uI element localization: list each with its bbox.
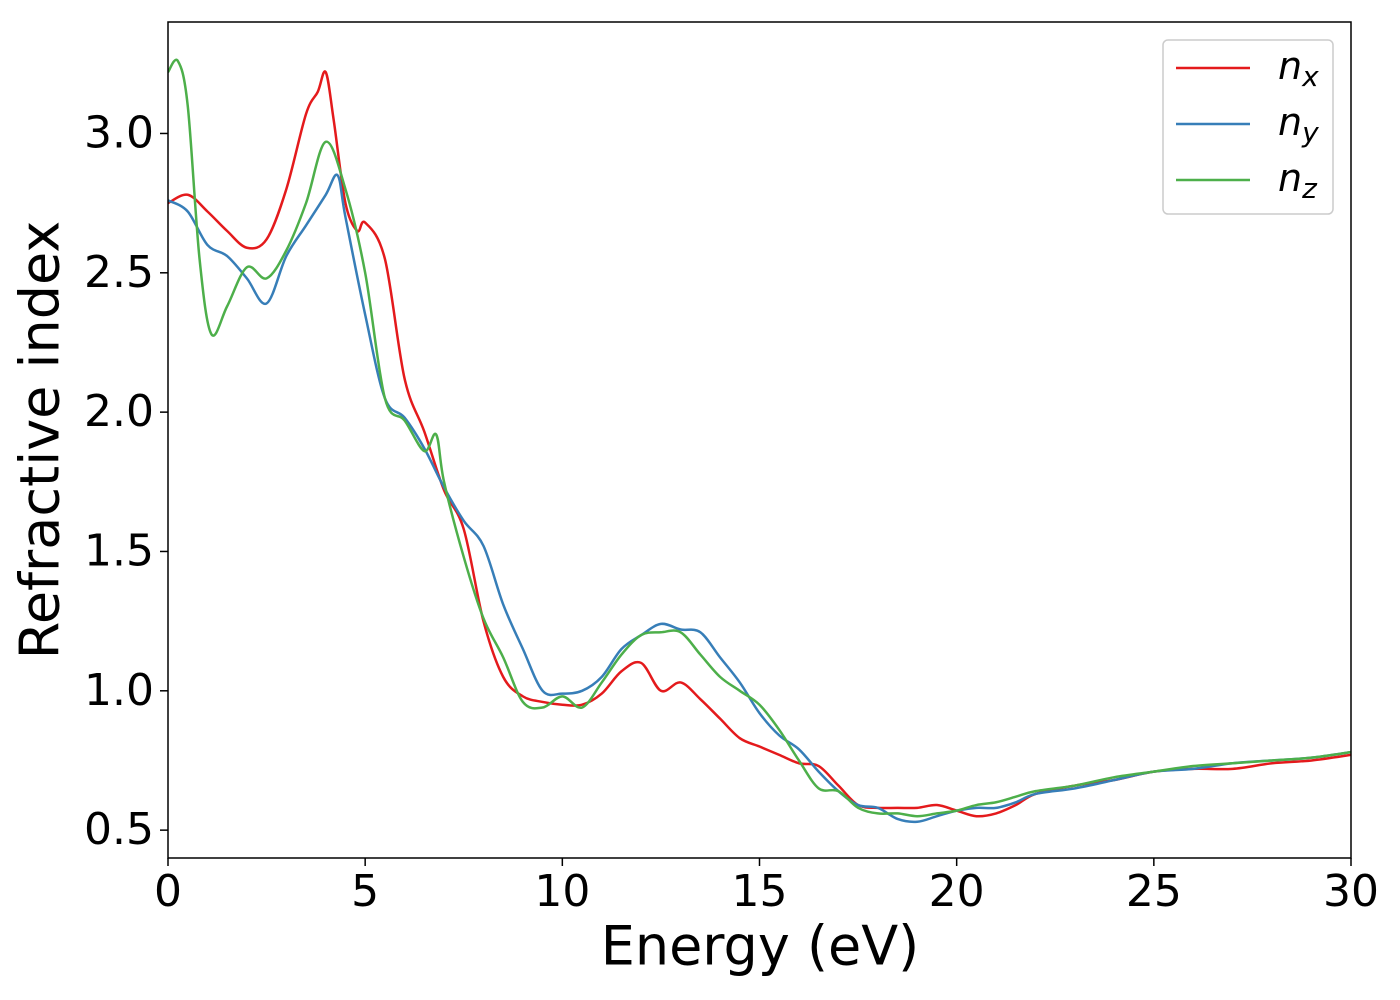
legend-label: nz — [1278, 156, 1318, 206]
y-tick-label: 0.5 — [84, 804, 154, 855]
x-tick-label: 25 — [1126, 866, 1182, 917]
x-tick-label: 15 — [732, 866, 788, 917]
series-line — [168, 173, 1351, 824]
legend-label: ny — [1278, 100, 1319, 150]
legend-label-base: n — [1278, 100, 1302, 144]
legend-label-sub: y — [1301, 116, 1319, 149]
series-line — [168, 70, 1351, 818]
y-tick-label: 2.0 — [84, 386, 154, 437]
x-tick-label: 5 — [351, 866, 379, 917]
legend-label-sub: z — [1301, 172, 1318, 205]
x-axis-label: Energy (eV) — [601, 915, 920, 978]
legend-box — [1162, 39, 1334, 215]
x-tick-label: 0 — [154, 866, 182, 917]
legend-label-base: n — [1278, 156, 1302, 200]
legend-label-sub: x — [1301, 60, 1319, 93]
legend-label: nx — [1278, 44, 1319, 94]
legend-label-base: n — [1278, 44, 1302, 88]
y-tick-label: 2.5 — [84, 247, 154, 298]
y-axis-label: Refractive index — [9, 221, 72, 660]
x-tick-label: 30 — [1323, 866, 1379, 917]
y-tick-label: 1.5 — [84, 525, 154, 576]
y-tick-label: 1.0 — [84, 665, 154, 716]
y-tick-label: 3.0 — [84, 107, 154, 158]
series-line — [168, 58, 1351, 818]
plot-frame — [167, 21, 1352, 859]
x-tick-label: 10 — [534, 866, 590, 917]
x-tick-label: 20 — [929, 866, 985, 917]
